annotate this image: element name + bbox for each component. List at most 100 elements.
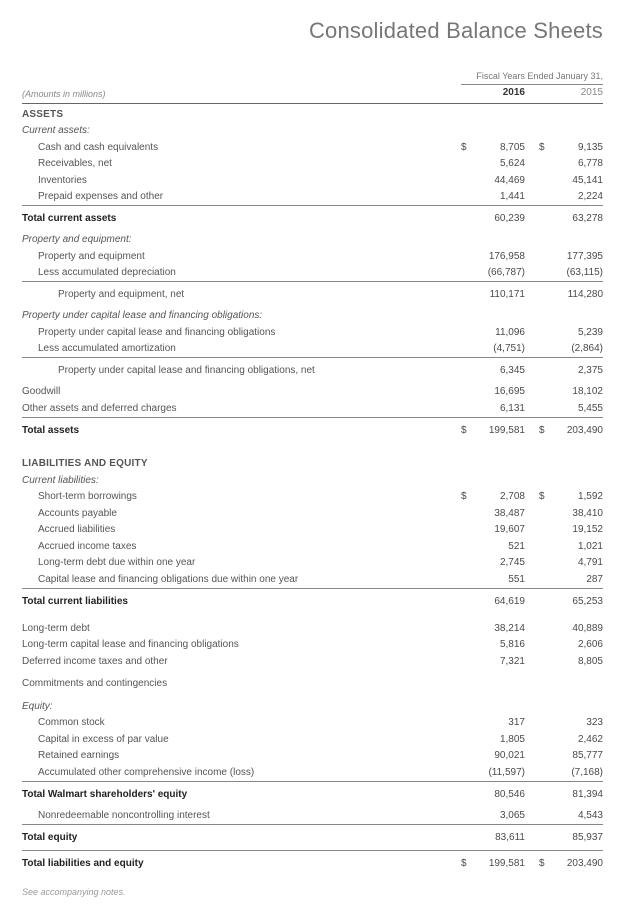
row-label: Less accumulated depreciation [22,265,461,282]
value-current: 44,469 [475,172,525,189]
value-current: 5,624 [475,156,525,173]
currency-symbol [461,571,475,588]
currency-symbol [461,676,475,693]
value-current: 110,171 [475,282,525,308]
currency-symbol: $ [461,489,475,506]
value-current: 176,958 [475,248,525,265]
currency-symbol [461,172,475,189]
value-current: 199,581 [475,417,525,443]
row-label: Nonredeemable noncontrolling interest [22,807,461,824]
value-current: (66,787) [475,265,525,282]
currency-symbol [461,715,475,732]
row-label: Total assets [22,417,461,443]
row-label: Other assets and deferred charges [22,400,461,417]
value-prior: (7,168) [553,764,603,781]
table-row: Commitments and contingencies [22,676,603,693]
currency-symbol [461,781,475,807]
currency-symbol [539,653,553,670]
table-row [22,443,603,453]
currency-symbol [539,715,553,732]
row-label: Commitments and contingencies [22,676,461,693]
section-header: ASSETS [22,103,603,123]
table-row: Accounts payable38,48738,410 [22,505,603,522]
value-prior: 63,278 [553,206,603,232]
period-header-row: Fiscal Years Ended January 31, [22,68,603,84]
subsection-header: Equity: [22,698,603,715]
subsection-header: Current liabilities: [22,472,603,489]
row-label: Cash and cash equivalents [22,139,461,156]
currency-symbol [539,731,553,748]
table-row: Total assets$199,581$203,490 [22,417,603,443]
value-prior: 323 [553,715,603,732]
currency-symbol [539,555,553,572]
row-label: Total equity [22,824,461,851]
table-row: Long-term debt38,21440,889 [22,620,603,637]
table-row: Current assets: [22,123,603,140]
currency-symbol [461,588,475,614]
value-prior: (63,115) [553,265,603,282]
table-row: Common stock317323 [22,715,603,732]
table-row: Accrued liabilities 19,607 19,152 [22,522,603,539]
table-row: Accrued income taxes5211,021 [22,538,603,555]
currency-symbol: $ [461,417,475,443]
amounts-note: (Amounts in millions) [22,84,461,103]
currency-symbol [461,341,475,358]
table-row: Goodwill16,69518,102 [22,384,603,401]
currency-symbol [461,282,475,308]
value-current: 1,805 [475,731,525,748]
subsection-header: Property under capital lease and financi… [22,308,603,325]
value-current: 6,345 [475,358,525,384]
row-label: Accrued liabilities [22,522,461,539]
currency-symbol [461,731,475,748]
currency-symbol: $ [539,417,553,443]
value-prior: 65,253 [553,588,603,614]
currency-symbol [539,824,553,851]
row-label: Inventories [22,172,461,189]
value-prior: 6,778 [553,156,603,173]
value-current: 8,705 [475,139,525,156]
table-row: Property under capital lease and financi… [22,358,603,384]
table-row: Deferred income taxes and other7,3218,80… [22,653,603,670]
value-prior: 4,543 [553,807,603,824]
table-row: Long-term capital lease and financing ob… [22,637,603,654]
row-label: Total liabilities and equity [22,851,461,877]
value-prior: 81,394 [553,781,603,807]
currency-symbol [461,748,475,765]
currency-symbol [461,620,475,637]
row-label: Goodwill [22,384,461,401]
value-prior: 19,152 [553,522,603,539]
row-label: Property under capital lease and financi… [22,324,461,341]
currency-symbol [539,588,553,614]
currency-symbol [461,824,475,851]
value-prior [553,676,603,693]
value-current: 80,546 [475,781,525,807]
currency-symbol [461,538,475,555]
value-current: 19,607 [475,522,525,539]
currency-symbol [539,781,553,807]
value-current: 551 [475,571,525,588]
table-row: Long-term debt due within one year2,7454… [22,555,603,572]
value-prior: 203,490 [553,851,603,877]
table-row: Prepaid expenses and other1,4412,224 [22,189,603,206]
year-current: 2016 [461,84,525,103]
currency-symbol [461,206,475,232]
currency-symbol [461,400,475,417]
value-prior: 203,490 [553,417,603,443]
value-prior: 2,606 [553,637,603,654]
value-current: 5,816 [475,637,525,654]
value-prior: 9,135 [553,139,603,156]
value-current: 6,131 [475,400,525,417]
currency-symbol [461,637,475,654]
value-prior: 85,937 [553,824,603,851]
currency-symbol [539,505,553,522]
value-current: 2,745 [475,555,525,572]
value-current: 38,214 [475,620,525,637]
table-row: Less accumulated depreciation (66,787) (63… [22,265,603,282]
currency-symbol [539,807,553,824]
table-row: Property and equipment176,958177,395 [22,248,603,265]
table-row: Other assets and deferred charges6,1315,… [22,400,603,417]
currency-symbol [461,189,475,206]
table-row: Total current liabilities64,61965,253 [22,588,603,614]
value-prior: 2,224 [553,189,603,206]
table-row: Inventories44,46945,141 [22,172,603,189]
